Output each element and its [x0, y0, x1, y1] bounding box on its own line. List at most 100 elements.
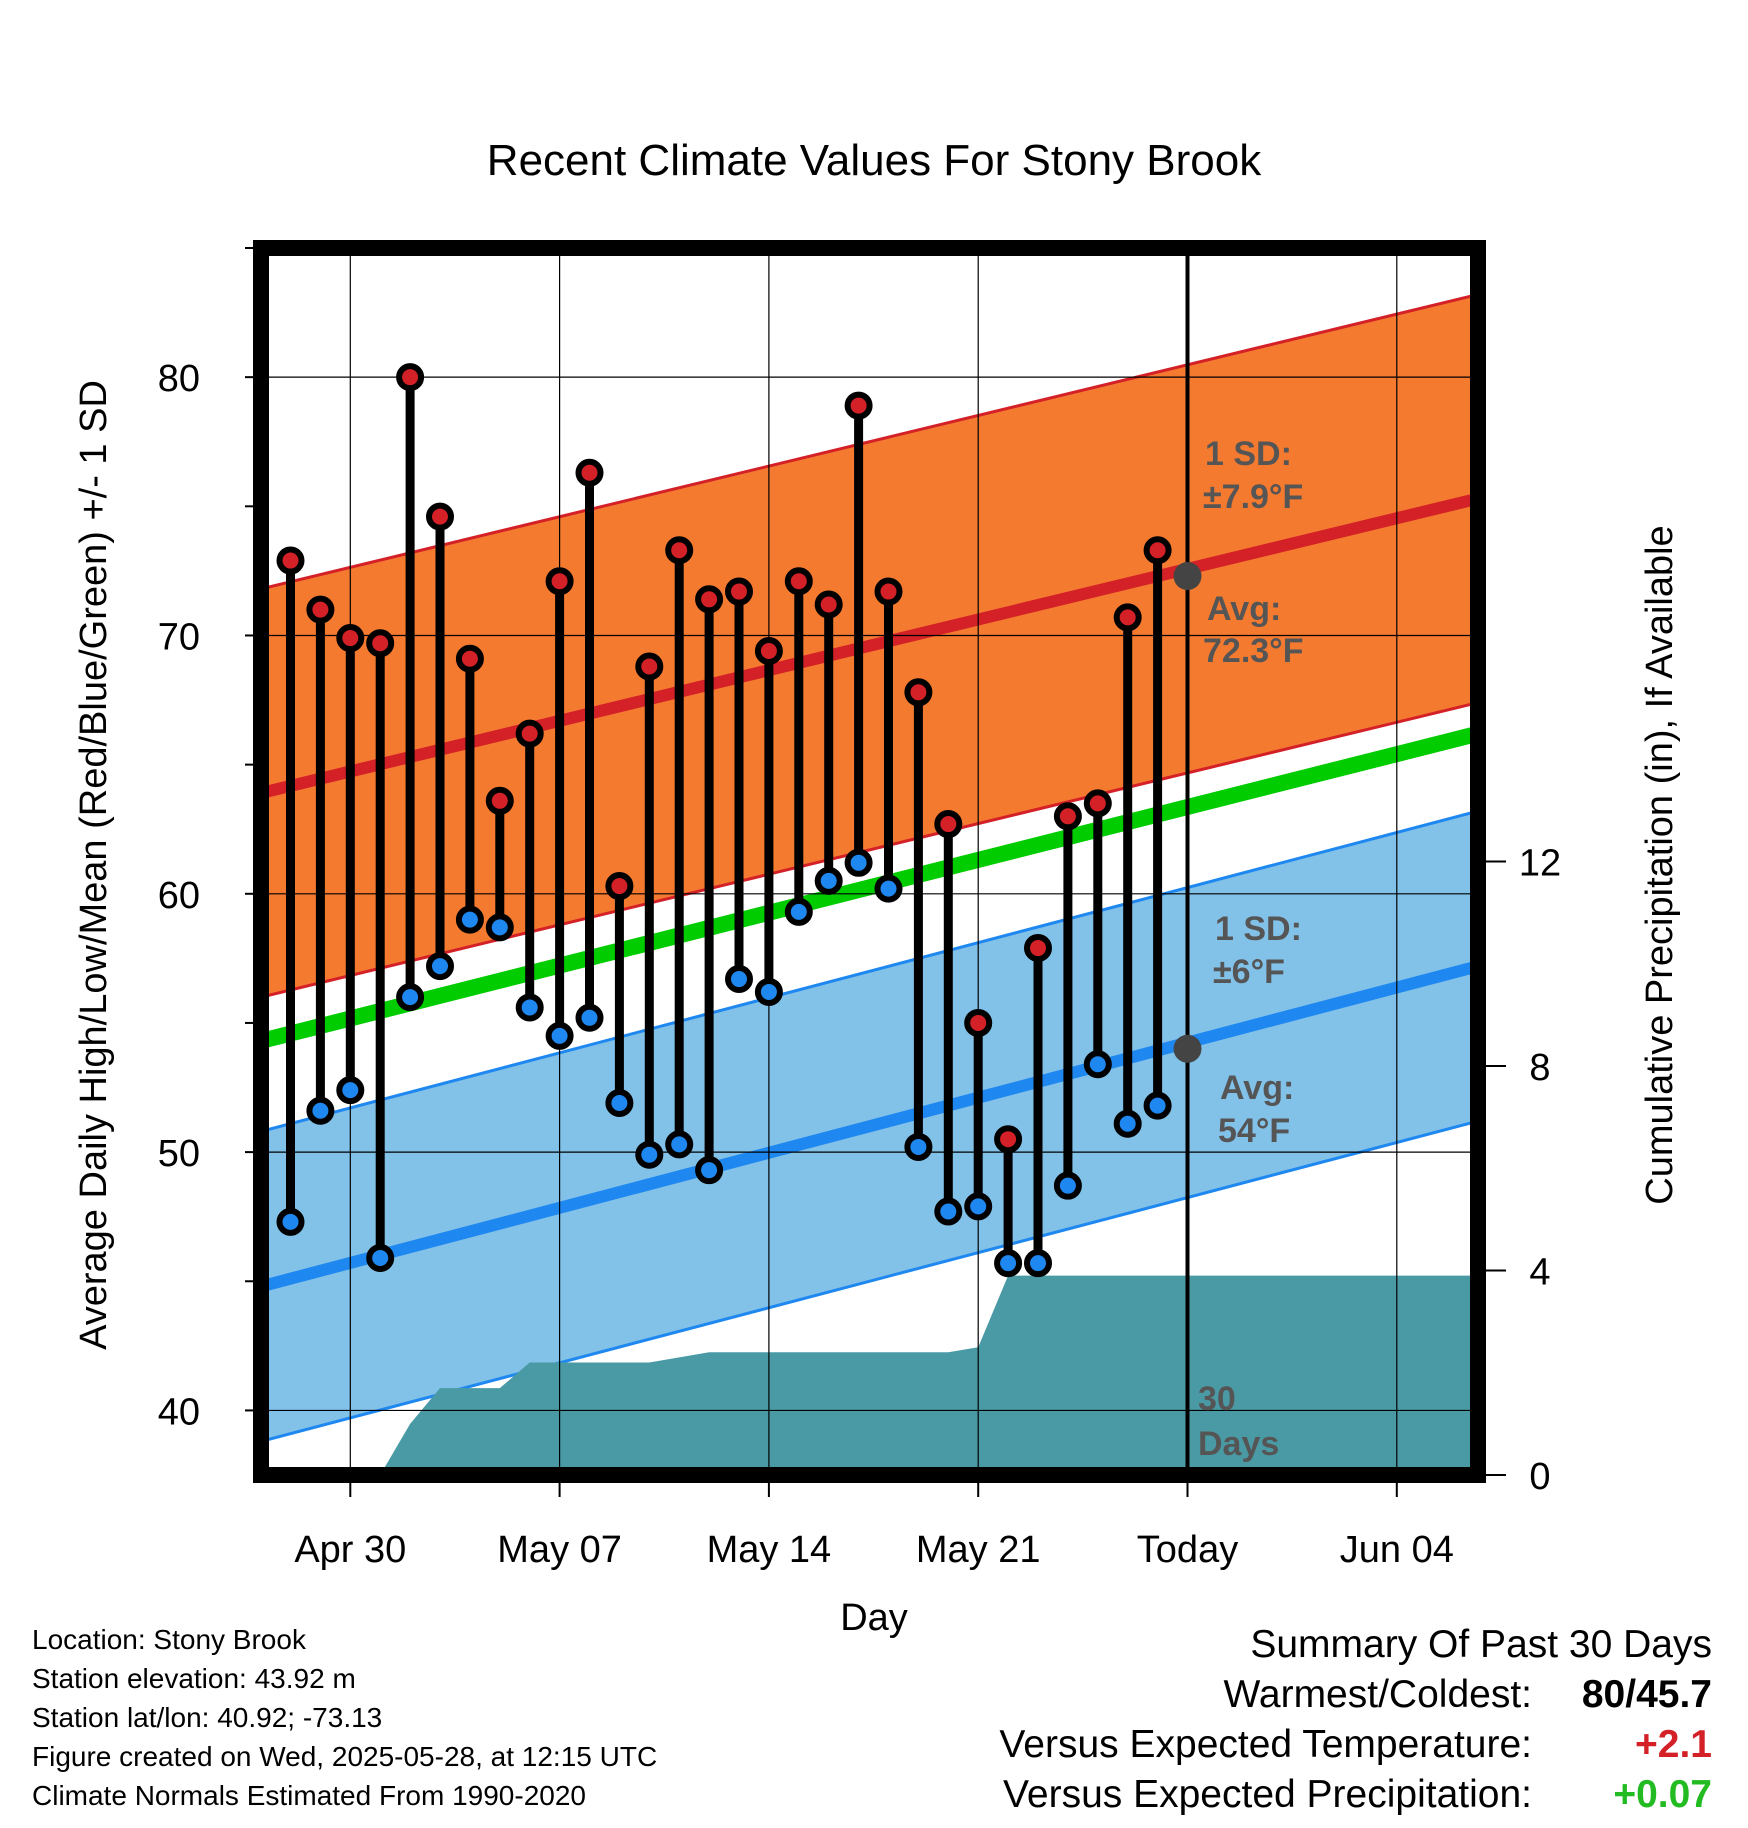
x-tick-label: May 07: [497, 1529, 622, 1571]
plot-frame: [253, 240, 1486, 1483]
warm-cold-label: Warmest/Coldest:: [1223, 1673, 1532, 1716]
high-sd-value: ±7.9°F: [1203, 478, 1303, 516]
daily-low-point: [1083, 1050, 1112, 1079]
daily-low-point: [515, 993, 544, 1022]
daily-low-point: [994, 1249, 1023, 1278]
coldest-value: /45.7: [1625, 1673, 1712, 1716]
normals-text: Climate Normals Estimated From 1990-2020: [32, 1780, 586, 1811]
y-tick-label-left: 80: [158, 358, 200, 400]
y-tick-label-left: 70: [158, 616, 200, 658]
x-tick-label: Apr 30: [294, 1529, 406, 1571]
daily-high-point: [665, 536, 694, 565]
avg-high-line: [261, 492, 1478, 799]
daily-high-point: [1083, 789, 1112, 818]
plot-clip-group: [261, 293, 1478, 1475]
today-days-line2: Days: [1198, 1425, 1279, 1463]
avg-mean-line: [261, 725, 1478, 1049]
daily-high-point: [754, 636, 783, 665]
daily-low-point: [306, 1096, 335, 1125]
daily-low-point: [455, 905, 484, 934]
daily-low-point: [814, 866, 843, 895]
daily-high-point: [575, 458, 604, 487]
daily-high-point: [426, 502, 454, 531]
x-tick-label: May 14: [707, 1529, 832, 1571]
daily-high-point: [904, 678, 933, 707]
precip-label: Versus Expected Precipitation:: [1003, 1773, 1532, 1816]
daily-high-point: [934, 810, 963, 839]
daily-low-point: [276, 1207, 305, 1236]
daily-high-point: [455, 644, 484, 673]
low-sd-lower-sd-line: [261, 1119, 1478, 1443]
summary-panel: Summary Of Past 30 Days Warmest/Coldest:…: [999, 1620, 1712, 1820]
warm-cold-value: 80/45.7: [1562, 1670, 1712, 1720]
daily-high-point: [1143, 536, 1172, 565]
daily-low-point: [695, 1156, 724, 1185]
daily-low-point: [1053, 1171, 1082, 1200]
low-avg-value: 54°F: [1218, 1112, 1290, 1150]
y-tick-label-left: 50: [158, 1133, 200, 1175]
today-low-avg-marker: [1173, 1034, 1202, 1063]
y-axis-left-label: Average Daily High/Low/Mean (Red/Blue/Gr…: [73, 380, 115, 1350]
high-sd-lower-sd-line: [261, 701, 1478, 999]
x-tick-label: Jun 04: [1340, 1529, 1454, 1571]
x-tick-label: May 21: [916, 1529, 1041, 1571]
daily-low-point: [575, 1003, 604, 1032]
daily-high-point: [605, 872, 634, 901]
y-tick-label-right: 8: [1529, 1047, 1550, 1089]
low-avg-label: Avg:: [1220, 1069, 1294, 1107]
warm-cold-row: Warmest/Coldest: 80/45.7: [999, 1670, 1712, 1720]
daily-high-point: [964, 1008, 993, 1037]
daily-low-point: [844, 848, 873, 877]
y-tick-label-right: 4: [1529, 1252, 1550, 1294]
latlon-text: Station lat/lon: 40.92; -73.13: [32, 1702, 383, 1733]
low-sd-value: ±6°F: [1213, 953, 1285, 991]
daily-low-point: [426, 952, 454, 981]
y-axis-right-label: Cumulative Precipitation (in), If Availa…: [1639, 525, 1681, 1204]
daily-high-point: [695, 585, 724, 614]
elevation-text: Station elevation: 43.92 m: [32, 1663, 356, 1694]
daily-high-point: [306, 595, 335, 624]
precip-area: [261, 1275, 1478, 1475]
daily-low-point: [485, 913, 514, 942]
chart-title: Recent Climate Values For Stony Brook: [487, 136, 1262, 185]
today-high-avg-marker: [1173, 562, 1202, 591]
location-text: Location: Stony Brook: [32, 1624, 306, 1655]
daily-high-point: [485, 786, 514, 815]
daily-high-point: [1113, 603, 1142, 632]
daily-low-point: [1024, 1249, 1052, 1278]
daily-high-point: [366, 629, 395, 658]
plot-area: 1 SD: ±7.9°F Avg: 72.3°F 1 SD: ±6°F Avg: 54°F 30…: [158, 240, 1561, 1571]
daily-high-point: [276, 546, 305, 575]
daily-low-point: [1113, 1109, 1142, 1138]
daily-high-point: [635, 652, 664, 681]
daily-high-point: [784, 567, 813, 596]
daily-low-point: [784, 897, 813, 926]
daily-high-point: [814, 590, 843, 619]
daily-low-point: [1143, 1091, 1172, 1120]
station-info: Location: Stony Brook Station elevation:…: [32, 1620, 657, 1815]
created-text: Figure created on Wed, 2025-05-28, at 12…: [32, 1741, 658, 1772]
y-tick-label-left: 40: [158, 1391, 200, 1433]
daily-high-point: [994, 1125, 1023, 1154]
daily-high-point: [515, 719, 544, 748]
daily-low-point: [336, 1076, 365, 1105]
temp-value: +2.1: [1635, 1723, 1712, 1766]
temp-label: Versus Expected Temperature:: [999, 1723, 1532, 1766]
precip-row: Versus Expected Precipitation: +0.07: [999, 1770, 1712, 1820]
daily-high-point: [396, 363, 425, 392]
daily-high-point: [725, 577, 753, 606]
daily-low-point: [635, 1140, 664, 1169]
daily-low-point: [754, 977, 783, 1006]
today-days-line1: 30: [1198, 1380, 1236, 1418]
daily-low-point: [874, 874, 903, 903]
precip-value: +0.07: [1613, 1773, 1712, 1816]
daily-low-point: [545, 1021, 574, 1050]
daily-low-point: [396, 983, 425, 1012]
high-sd-label: 1 SD:: [1205, 435, 1292, 473]
daily-low-point: [964, 1192, 993, 1221]
daily-high-point: [336, 624, 365, 653]
low-sd-label: 1 SD:: [1215, 910, 1302, 948]
daily-low-point: [665, 1130, 694, 1159]
daily-high-point: [545, 567, 574, 596]
